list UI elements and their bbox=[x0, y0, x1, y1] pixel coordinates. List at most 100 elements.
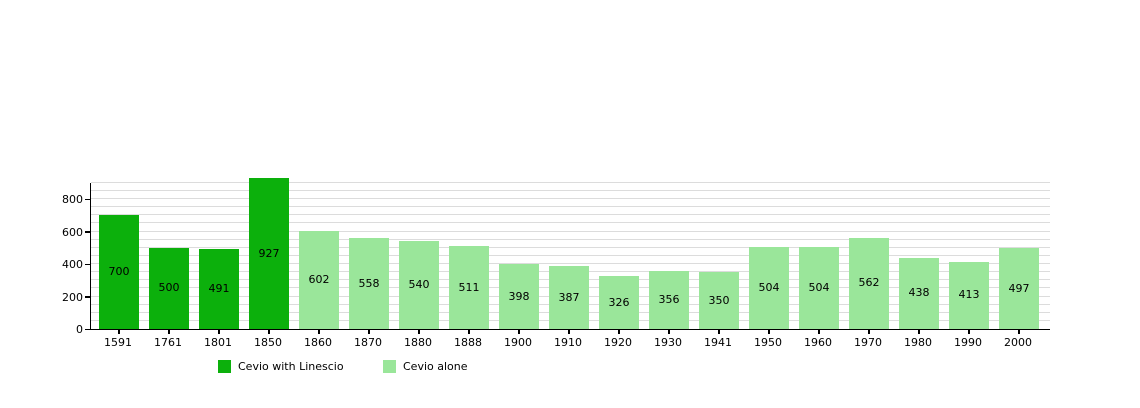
bar-value-label: 387 bbox=[558, 290, 580, 304]
gridline-850 bbox=[91, 189, 1050, 191]
bar-value-label: 326 bbox=[608, 295, 630, 309]
gridline-650 bbox=[91, 222, 1050, 224]
bar-value-label: 602 bbox=[308, 273, 330, 287]
y-axis-tick bbox=[85, 263, 90, 265]
gridline-900 bbox=[91, 181, 1050, 183]
x-axis-label-1970: 1970 bbox=[854, 336, 882, 349]
x-axis-label-1850: 1850 bbox=[254, 336, 282, 349]
bar-value-label: 500 bbox=[158, 281, 180, 295]
bar-value-label: 504 bbox=[808, 281, 830, 295]
bar-value-label: 562 bbox=[858, 276, 880, 290]
bar-value-label: 350 bbox=[708, 293, 730, 307]
y-axis-label-200: 200 bbox=[62, 290, 83, 304]
x-axis-label-1930: 1930 bbox=[654, 336, 682, 349]
x-axis-label-1980: 1980 bbox=[904, 336, 932, 349]
bar-1801: 491 bbox=[199, 249, 239, 329]
bar-value-label: 927 bbox=[258, 246, 280, 260]
bar-value-label: 491 bbox=[208, 282, 230, 296]
x-axis-label-1900: 1900 bbox=[504, 336, 532, 349]
x-axis-label-1910: 1910 bbox=[554, 336, 582, 349]
x-axis-label-1801: 1801 bbox=[204, 336, 232, 349]
gridline-700 bbox=[91, 214, 1050, 216]
bar-1870: 558 bbox=[349, 238, 389, 329]
legend-swatch-cevio-with-linescio bbox=[218, 360, 231, 373]
gridline-600 bbox=[91, 230, 1050, 232]
x-axis-tick bbox=[918, 330, 920, 334]
bar-1761: 500 bbox=[149, 247, 189, 329]
x-axis-label-1990: 1990 bbox=[954, 336, 982, 349]
bar-value-label: 540 bbox=[408, 278, 430, 292]
x-axis-tick bbox=[818, 330, 820, 334]
gridline-550 bbox=[91, 238, 1050, 240]
gridline-800 bbox=[91, 198, 1050, 199]
y-axis-tick bbox=[85, 296, 90, 298]
bar-2000: 497 bbox=[999, 248, 1039, 329]
bar-1860: 602 bbox=[299, 231, 339, 329]
bar-value-label: 558 bbox=[358, 276, 380, 290]
x-axis-label-1880: 1880 bbox=[404, 336, 432, 349]
y-axis-tick bbox=[85, 198, 90, 200]
bar-1888: 511 bbox=[449, 246, 489, 329]
bar-1850: 927 bbox=[249, 178, 289, 329]
x-axis-tick bbox=[618, 330, 620, 334]
gridline-750 bbox=[91, 206, 1050, 208]
x-axis-tick bbox=[368, 330, 370, 334]
x-axis-label-1941: 1941 bbox=[704, 336, 732, 349]
x-axis-label-1950: 1950 bbox=[754, 336, 782, 349]
bar-1930: 356 bbox=[649, 271, 689, 329]
gridline-500 bbox=[91, 246, 1050, 248]
x-axis-tick bbox=[468, 330, 470, 334]
x-axis-tick bbox=[768, 330, 770, 334]
bar-1900: 398 bbox=[499, 264, 539, 329]
x-axis-label-1860: 1860 bbox=[304, 336, 332, 349]
x-axis-label-1761: 1761 bbox=[154, 336, 182, 349]
bar-1880: 540 bbox=[399, 241, 439, 329]
gridline-400 bbox=[91, 263, 1050, 264]
bar-1591: 700 bbox=[99, 215, 139, 329]
legend-label-cevio-with-linescio: Cevio with Linescio bbox=[238, 360, 344, 373]
x-axis-tick bbox=[868, 330, 870, 334]
x-axis-label-1591: 1591 bbox=[104, 336, 132, 349]
x-axis-label-1888: 1888 bbox=[454, 336, 482, 349]
x-axis-tick bbox=[518, 330, 520, 334]
bar-value-label: 356 bbox=[658, 293, 680, 307]
bar-value-label: 511 bbox=[458, 280, 480, 294]
bar-1990: 413 bbox=[949, 261, 989, 329]
x-axis-tick bbox=[1018, 330, 1020, 334]
bar-1970: 562 bbox=[849, 237, 889, 329]
bar-value-label: 413 bbox=[958, 288, 980, 302]
x-axis-tick bbox=[168, 330, 170, 334]
x-axis-tick bbox=[318, 330, 320, 334]
bar-1910: 387 bbox=[549, 266, 589, 329]
legend-swatch-cevio-alone bbox=[383, 360, 396, 373]
y-axis-label-600: 600 bbox=[62, 225, 83, 239]
x-axis-label-1960: 1960 bbox=[804, 336, 832, 349]
y-axis-label-800: 800 bbox=[62, 193, 83, 206]
bar-value-label: 438 bbox=[908, 286, 930, 300]
y-axis-label-400: 400 bbox=[62, 258, 83, 271]
bar-1941: 350 bbox=[699, 272, 739, 329]
bar-value-label: 700 bbox=[108, 265, 130, 279]
gridline-450 bbox=[91, 254, 1050, 256]
plot-area: 700 500 491 927 602 558 540 511 398 387 326 356 350 5… bbox=[90, 178, 1050, 330]
x-axis-tick bbox=[718, 330, 720, 334]
x-axis-tick bbox=[268, 330, 270, 334]
legend-item-cevio-with-linescio: Cevio with Linescio bbox=[218, 360, 344, 373]
bar-value-label: 398 bbox=[508, 289, 530, 303]
legend-item-cevio-alone: Cevio alone bbox=[383, 360, 468, 373]
x-axis-tick bbox=[418, 330, 420, 334]
x-axis-label-1920: 1920 bbox=[604, 336, 632, 349]
legend-label-cevio-alone: Cevio alone bbox=[403, 360, 468, 373]
y-axis-tick bbox=[85, 231, 90, 233]
y-axis-tick bbox=[85, 328, 90, 330]
y-axis-label-0: 0 bbox=[76, 323, 83, 336]
x-axis-tick bbox=[118, 330, 120, 334]
x-axis-label-1870: 1870 bbox=[354, 336, 382, 349]
bar-1960: 504 bbox=[799, 247, 839, 329]
x-axis-tick bbox=[218, 330, 220, 334]
x-axis-tick bbox=[968, 330, 970, 334]
bar-value-label: 504 bbox=[758, 281, 780, 295]
bar-1980: 438 bbox=[899, 257, 939, 329]
bar-value-label: 497 bbox=[1008, 281, 1030, 295]
